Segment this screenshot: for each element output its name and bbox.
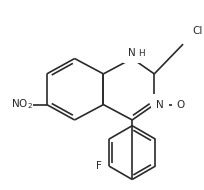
Text: O: O [176,100,185,110]
Text: NO$_2$: NO$_2$ [11,98,33,112]
Text: H: H [138,49,145,58]
Text: N: N [128,48,136,58]
Text: F: F [96,161,102,171]
Text: N: N [156,100,164,110]
Text: Cl: Cl [193,26,203,36]
